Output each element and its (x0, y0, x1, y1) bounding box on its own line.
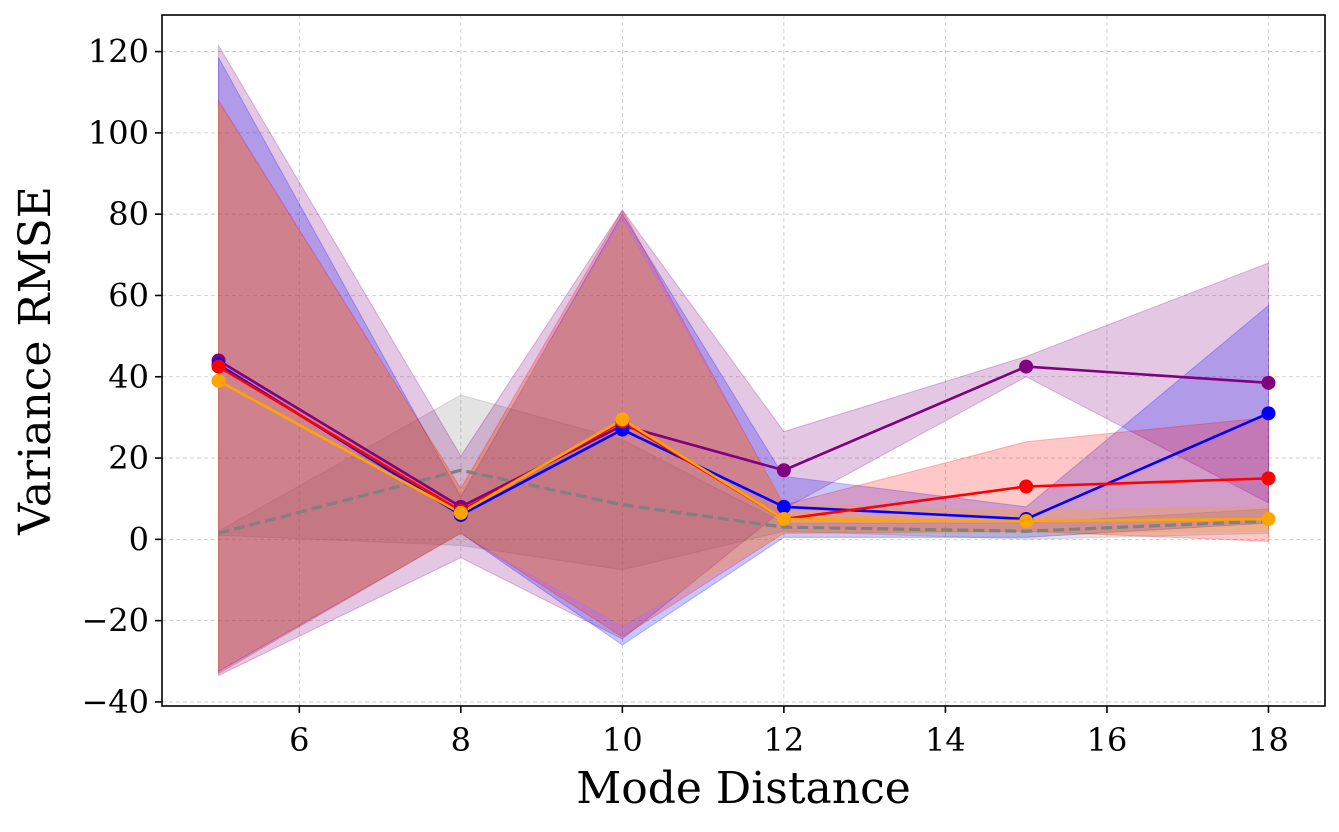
confidence-band (218, 102, 1269, 671)
series-line (218, 468, 1269, 535)
y-axis-title: Variance RMSE (10, 186, 61, 536)
series-line (217, 379, 1269, 523)
data-point (1261, 406, 1276, 421)
data-point (776, 512, 791, 527)
x-tick-label: 16 (1087, 721, 1128, 759)
data-point (615, 412, 630, 427)
data-point (1019, 359, 1034, 374)
data-point (1261, 375, 1276, 390)
data-point (1261, 512, 1276, 527)
y-tick-label: 0 (129, 520, 149, 558)
y-tick-label: −40 (81, 683, 149, 721)
y-tick-label: 120 (88, 33, 149, 71)
y-tick-label: 80 (108, 195, 149, 233)
y-tick-label: 40 (108, 358, 149, 396)
x-tick-label: 12 (764, 721, 805, 759)
data-point (1019, 514, 1034, 529)
confidence-bands (218, 43, 1269, 677)
data-point (776, 463, 791, 478)
data-point (211, 359, 226, 374)
y-tick-label: 100 (88, 114, 149, 152)
x-tick-label: 8 (451, 721, 471, 759)
x-axis-title: Mode Distance (576, 763, 911, 814)
x-tick-label: 10 (602, 721, 643, 759)
plot-frame (161, 14, 1326, 707)
y-tick-label: −20 (81, 602, 149, 640)
series-markers (211, 353, 1276, 529)
data-point (1019, 479, 1034, 494)
data-point (211, 373, 226, 388)
axis-ticks: 6 8 10 12 14 16 18 −40 −20 0 20 40 60 80 100 120 (81, 33, 1288, 759)
data-point (453, 505, 468, 520)
x-tick-label: 18 (1248, 721, 1289, 759)
y-tick-label: 20 (108, 439, 149, 477)
y-tick-label: 60 (108, 276, 149, 314)
data-point (1261, 471, 1276, 486)
data-point (776, 499, 791, 514)
x-tick-label: 6 (289, 721, 309, 759)
confidence-band (218, 43, 1269, 677)
grid (162, 15, 1325, 706)
series-line (217, 359, 1269, 509)
confidence-band (218, 394, 1269, 571)
series-lines (217, 359, 1269, 535)
x-tick-label: 14 (925, 721, 966, 759)
